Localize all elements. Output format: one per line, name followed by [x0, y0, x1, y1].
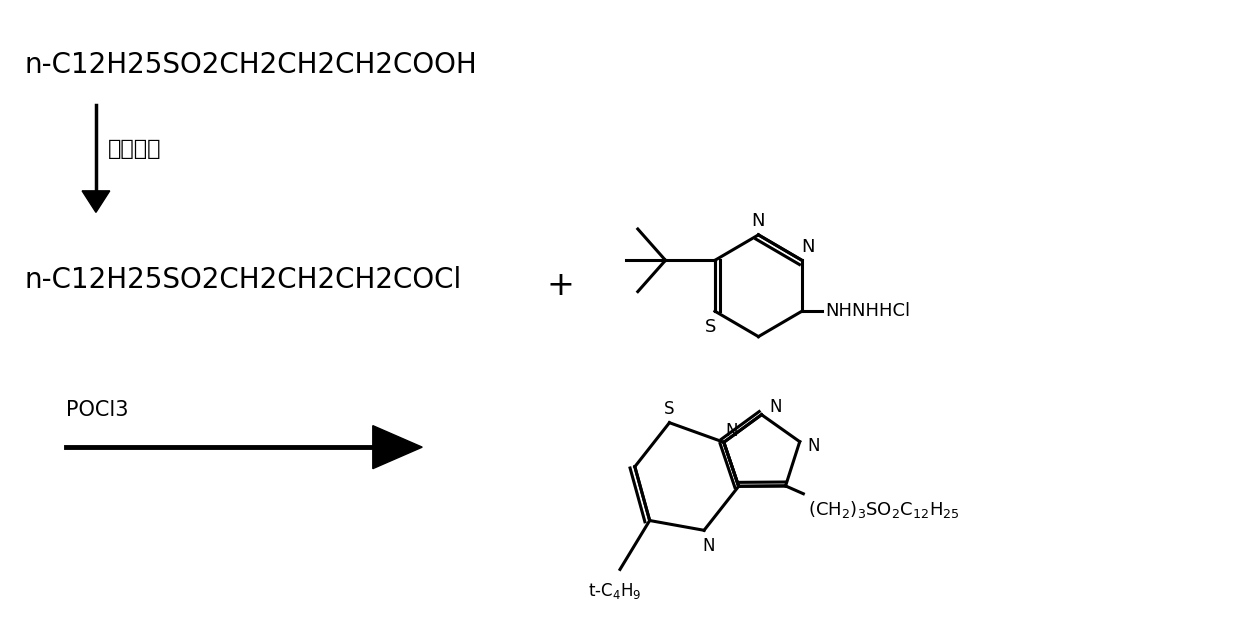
Text: NHNHHCl: NHNHHCl — [826, 302, 911, 320]
Text: N: N — [725, 422, 738, 440]
Text: 氯化亚砲: 氯化亚砲 — [108, 139, 161, 159]
Text: N: N — [703, 537, 715, 555]
Text: +: + — [547, 269, 574, 302]
Text: POCl3: POCl3 — [66, 400, 129, 420]
Text: N: N — [769, 398, 781, 416]
Text: t-C$_4$H$_9$: t-C$_4$H$_9$ — [588, 581, 642, 601]
Polygon shape — [373, 426, 423, 469]
Text: N: N — [751, 212, 765, 230]
Text: N: N — [801, 237, 815, 256]
Text: N: N — [807, 436, 820, 455]
Text: S: S — [665, 400, 675, 418]
Text: n-C12H25SO2CH2CH2CH2COCl: n-C12H25SO2CH2CH2CH2COCl — [25, 266, 463, 294]
Text: (CH$_2$)$_3$SO$_2$C$_{12}$H$_{25}$: (CH$_2$)$_3$SO$_2$C$_{12}$H$_{25}$ — [808, 499, 960, 519]
Text: S: S — [706, 318, 717, 336]
Polygon shape — [82, 191, 110, 212]
Text: n-C12H25SO2CH2CH2CH2COOH: n-C12H25SO2CH2CH2CH2COOH — [25, 51, 477, 79]
